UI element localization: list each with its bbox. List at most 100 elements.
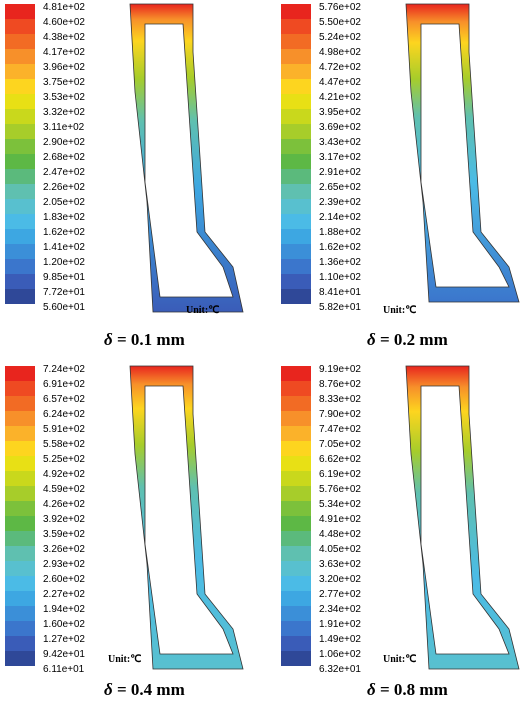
legend-swatch <box>281 139 311 154</box>
legend-tick-label: 3.43e+02 <box>319 137 361 148</box>
legend-swatch <box>5 154 35 169</box>
legend-swatch <box>281 606 311 621</box>
legend-swatch <box>281 169 311 184</box>
unit-label: Unit:℃ <box>108 654 142 665</box>
legend-tick-label: 7.05e+02 <box>319 439 361 450</box>
legend-swatch <box>281 274 311 289</box>
legend-swatch <box>281 4 311 19</box>
legend-swatch <box>5 471 35 486</box>
legend-swatch <box>281 199 311 214</box>
legend-tick-label: 1.41e+02 <box>43 242 85 253</box>
legend-tick-label: 1.20e+02 <box>43 257 85 268</box>
legend-swatch <box>281 636 311 651</box>
legend-tick-label: 9.42e+01 <box>43 649 85 660</box>
legend-tick-label: 3.11e+02 <box>43 122 85 133</box>
temperature-contour-plot <box>405 3 520 303</box>
legend-tick-label: 1.49e+02 <box>319 634 361 645</box>
legend-tick-label: 3.26e+02 <box>43 544 85 555</box>
legend-tick-label: 3.95e+02 <box>319 107 361 118</box>
legend-tick-label: 5.91e+02 <box>43 424 85 435</box>
component-outline <box>405 365 520 670</box>
unit-label: Unit:℃ <box>383 305 417 316</box>
legend-tick-label: 4.05e+02 <box>319 544 361 555</box>
legend-swatch <box>281 64 311 79</box>
legend-tick-label: 2.91e+02 <box>319 167 361 178</box>
legend-swatch <box>281 244 311 259</box>
caption-text: = 0.1 mm <box>116 330 185 349</box>
legend-swatch <box>5 259 35 274</box>
legend-swatch <box>5 426 35 441</box>
legend-tick-label: 4.48e+02 <box>319 529 361 540</box>
legend-tick-label: 1.62e+02 <box>319 242 361 253</box>
legend-tick-label: 5.60e+01 <box>43 302 85 313</box>
figure-caption: δ = 0.4 mm <box>104 680 185 700</box>
legend-swatch <box>5 49 35 64</box>
legend-tick-label: 6.91e+02 <box>43 379 85 390</box>
legend-swatch <box>281 471 311 486</box>
legend-tick-label: 9.19e+02 <box>319 364 361 375</box>
legend-swatch <box>5 486 35 501</box>
legend-tick-label: 6.62e+02 <box>319 454 361 465</box>
legend-swatch <box>5 651 35 666</box>
legend-tick-label: 2.47e+02 <box>43 167 85 178</box>
legend-tick-label: 5.24e+02 <box>319 32 361 43</box>
legend-tick-label: 1.60e+02 <box>43 619 85 630</box>
legend-swatch <box>5 4 35 19</box>
legend-tick-label: 1.83e+02 <box>43 212 85 223</box>
legend-tick-label: 8.76e+02 <box>319 379 361 390</box>
legend-swatch <box>5 79 35 94</box>
legend-swatch <box>5 381 35 396</box>
legend-tick-label: 7.24e+02 <box>43 364 85 375</box>
legend-swatch <box>281 621 311 636</box>
legend-tick-label: 1.10e+02 <box>319 272 361 283</box>
delta-symbol: δ <box>367 680 376 699</box>
legend-tick-label: 3.96e+02 <box>43 62 85 73</box>
legend-swatch <box>5 531 35 546</box>
legend-tick-label: 5.76e+02 <box>319 484 361 495</box>
unit-label: Unit:℃ <box>186 305 220 316</box>
legend-tick-label: 6.57e+02 <box>43 394 85 405</box>
legend-swatch <box>5 19 35 34</box>
legend-swatch <box>5 606 35 621</box>
legend-tick-label: 4.72e+02 <box>319 62 361 73</box>
legend-swatch <box>281 516 311 531</box>
legend-tick-label: 3.75e+02 <box>43 77 85 88</box>
legend-swatch <box>5 274 35 289</box>
legend-swatch <box>281 289 311 304</box>
contour-panel-2: 5.76e+02 5.50e+02 5.24e+02 4.98e+02 4.72e+02… <box>263 0 526 352</box>
legend-swatch <box>281 229 311 244</box>
temperature-contour-plot <box>129 3 244 313</box>
legend-tick-label: 2.14e+02 <box>319 212 361 223</box>
legend-tick-label: 2.65e+02 <box>319 182 361 193</box>
legend-swatch <box>5 456 35 471</box>
delta-symbol: δ <box>367 330 376 349</box>
legend-tick-label: 2.60e+02 <box>43 574 85 585</box>
legend-tick-label: 5.50e+02 <box>319 17 361 28</box>
legend-tick-label: 3.92e+02 <box>43 514 85 525</box>
legend-tick-label: 3.59e+02 <box>43 529 85 540</box>
legend-tick-label: 6.19e+02 <box>319 469 361 480</box>
legend-swatch <box>281 79 311 94</box>
legend-swatch <box>281 259 311 274</box>
legend-tick-label: 4.81e+02 <box>43 2 85 13</box>
temperature-contour-plot <box>405 365 520 670</box>
legend-swatch <box>281 184 311 199</box>
legend-swatch <box>5 546 35 561</box>
delta-symbol: δ <box>104 680 113 699</box>
contour-panel-1: 4.81e+02 4.60e+02 4.38e+02 4.17e+02 3.96e+02… <box>0 0 263 352</box>
legend-swatch <box>5 169 35 184</box>
legend-tick-label: 1.27e+02 <box>43 634 85 645</box>
legend-tick-label: 3.17e+02 <box>319 152 361 163</box>
legend-swatch <box>281 381 311 396</box>
legend-swatch <box>5 561 35 576</box>
legend-swatch <box>281 501 311 516</box>
legend-tick-label: 8.33e+02 <box>319 394 361 405</box>
legend-swatch <box>5 214 35 229</box>
legend-swatch <box>281 531 311 546</box>
legend-swatch <box>5 366 35 381</box>
legend-swatch <box>281 109 311 124</box>
legend-swatch <box>281 214 311 229</box>
legend-swatch <box>281 576 311 591</box>
legend-tick-label: 3.32e+02 <box>43 107 85 118</box>
legend-tick-label: 2.27e+02 <box>43 589 85 600</box>
